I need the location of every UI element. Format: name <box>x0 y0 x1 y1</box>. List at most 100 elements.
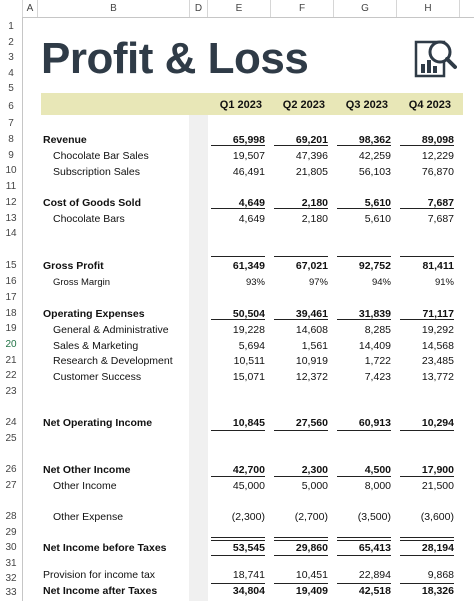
row-header[interactable]: 22 <box>5 370 17 381</box>
row-header[interactable]: 8 <box>8 134 14 145</box>
line-label: Provision for income tax <box>43 569 156 581</box>
line-label-revenue: Revenue <box>43 134 87 146</box>
line-label: Chocolate Bar Sales <box>53 150 149 162</box>
row-header[interactable]: 24 <box>5 417 17 428</box>
row-header[interactable]: 11 <box>5 181 17 192</box>
row-header[interactable]: 21 <box>5 355 17 366</box>
row-header[interactable]: 1 <box>8 21 14 32</box>
value-cell: 7,423 <box>364 371 391 383</box>
line-label: Sales & Marketing <box>53 340 139 352</box>
row-header[interactable]: 12 <box>5 197 17 208</box>
underline <box>337 319 391 320</box>
value-cell: 67,021 <box>295 260 328 272</box>
value-cell: 61,349 <box>232 260 265 272</box>
row-header[interactable]: 26 <box>5 464 17 475</box>
row-header[interactable]: 23 <box>5 386 17 397</box>
row-header[interactable]: 33 <box>5 587 17 598</box>
value-cell: 18,741 <box>232 569 265 581</box>
row-header-selected[interactable]: 20 <box>5 339 17 350</box>
underline <box>211 476 265 477</box>
value-cell: 22,894 <box>358 569 391 581</box>
overline <box>274 256 328 257</box>
value-cell: 92,752 <box>358 260 391 272</box>
value-cell: 14,568 <box>421 340 454 352</box>
value-cell: 93% <box>245 277 265 288</box>
column-header-b[interactable]: B <box>38 0 190 17</box>
overline <box>400 583 454 584</box>
value-cell: 15,071 <box>232 371 265 383</box>
value-cell: 69,201 <box>295 134 328 146</box>
value-cell: 10,919 <box>295 355 328 367</box>
value-cell: 2,180 <box>301 197 328 209</box>
column-header-h[interactable]: H <box>397 0 460 17</box>
select-all-corner[interactable] <box>0 0 23 17</box>
row-header[interactable]: 32 <box>5 573 17 584</box>
row-header[interactable]: 17 <box>5 292 17 303</box>
row-header[interactable]: 5 <box>8 83 14 94</box>
row-header[interactable]: 3 <box>8 52 14 63</box>
value-cell: 19,507 <box>232 150 265 162</box>
row-header[interactable]: 6 <box>8 101 14 112</box>
row-header[interactable]: 16 <box>5 276 17 287</box>
row-header[interactable]: 4 <box>8 68 14 79</box>
value-cell: 23,485 <box>421 355 454 367</box>
underline <box>274 319 328 320</box>
row-header[interactable]: 15 <box>5 260 17 271</box>
line-label: Chocolate Bars <box>53 213 125 225</box>
value-cell: 60,913 <box>358 417 391 429</box>
line-label-opex: Operating Expenses <box>43 308 145 320</box>
overline <box>337 583 391 584</box>
line-label: Research & Development <box>53 355 173 367</box>
row-header[interactable]: 9 <box>8 150 14 161</box>
value-cell: 4,649 <box>238 197 265 209</box>
underline <box>211 555 265 556</box>
row-header[interactable]: 7 <box>8 118 14 129</box>
worksheet-grid[interactable]: Profit & Loss Q1 2023 Q2 2023 Q3 2023 Q4… <box>23 18 474 601</box>
underline <box>400 145 454 146</box>
row-header[interactable]: 30 <box>5 542 17 553</box>
value-cell: 71,117 <box>422 308 454 320</box>
value-cell: 5,000 <box>301 480 328 492</box>
value-cell: 18,326 <box>421 585 454 597</box>
value-cell: 5,610 <box>364 213 391 225</box>
row-header[interactable]: 31 <box>5 558 17 569</box>
value-cell: 53,545 <box>232 542 265 554</box>
underline <box>211 319 265 320</box>
row-header[interactable]: 25 <box>5 433 17 444</box>
row-header[interactable]: 27 <box>5 480 17 491</box>
value-cell: 4,500 <box>364 464 391 476</box>
value-cell: 19,228 <box>232 324 265 336</box>
value-cell: 46,491 <box>232 166 265 178</box>
row-header[interactable]: 2 <box>8 37 14 48</box>
value-cell: (3,600) <box>420 511 454 523</box>
column-header-bar: A B D E F G H <box>0 0 474 18</box>
value-cell: 1,561 <box>301 340 328 352</box>
overline <box>211 583 265 584</box>
underline <box>337 555 391 556</box>
underline <box>211 208 265 209</box>
row-header[interactable]: 13 <box>5 213 17 224</box>
column-header-f[interactable]: F <box>271 0 334 17</box>
line-label: Other Expense <box>53 511 124 523</box>
column-header-e[interactable]: E <box>208 0 271 17</box>
column-header-g[interactable]: G <box>334 0 397 17</box>
underline <box>337 145 391 146</box>
row-header[interactable]: 18 <box>5 308 17 319</box>
row-header[interactable]: 28 <box>5 511 17 522</box>
double-overline <box>400 537 454 541</box>
value-cell: 98,362 <box>358 134 391 146</box>
value-cell: 89,098 <box>421 134 454 146</box>
row-header[interactable]: 10 <box>5 165 17 176</box>
row-header[interactable]: 29 <box>5 527 17 538</box>
value-cell: 27,560 <box>295 417 328 429</box>
quarter-header-q1: Q1 2023 <box>219 99 262 111</box>
column-header-a[interactable]: A <box>23 0 38 17</box>
column-header-d[interactable]: D <box>190 0 208 17</box>
row-header[interactable]: 19 <box>5 323 17 334</box>
value-cell: 50,504 <box>232 308 265 320</box>
quarter-header-q4: Q4 2023 <box>408 99 451 111</box>
row-header[interactable]: 14 <box>5 228 17 239</box>
underline <box>337 208 391 209</box>
value-cell: 21,805 <box>295 166 328 178</box>
value-cell: 2,180 <box>301 213 328 225</box>
